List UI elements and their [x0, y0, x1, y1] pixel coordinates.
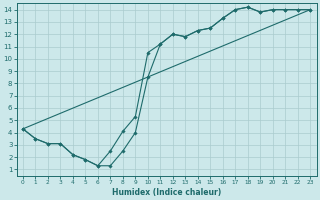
X-axis label: Humidex (Indice chaleur): Humidex (Indice chaleur)	[112, 188, 221, 197]
